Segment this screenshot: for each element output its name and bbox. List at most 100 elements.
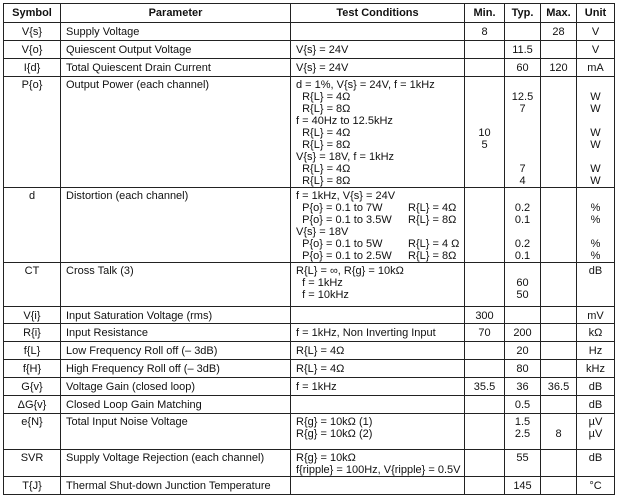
cell-max — [540, 262, 577, 307]
condition-right: R{L} = 8Ω — [408, 214, 457, 226]
min-line — [466, 265, 504, 277]
parameter-line: Low Frequency Roll off (– 3dB) — [66, 345, 218, 357]
symbol-line: V{s} — [21, 26, 43, 38]
table-row: P{o} Output Power (each channel) d = 1%, V… — [3, 76, 615, 188]
typ-line — [506, 226, 540, 238]
cell-symbol: f{L} — [3, 341, 61, 360]
unit-line: dB — [588, 381, 603, 393]
typ-line — [506, 310, 540, 322]
table-row: f{H} High Frequency Roll off (– 3dB) R{L} … — [3, 359, 615, 378]
cell-symbol: d — [3, 187, 61, 263]
cell-unit: µV µV — [576, 413, 615, 450]
conditions-line: R{g} = 10kΩ — [296, 452, 356, 464]
cell-conditions — [290, 306, 465, 324]
symbol-line: R{i} — [23, 327, 41, 339]
condition-left: P{o} = 0.1 to 2.5W — [296, 250, 392, 262]
condition-left: P{o} = 0.1 to 3.5W — [296, 214, 392, 226]
conditions-line: f = 10kHz — [296, 289, 349, 301]
cell-max: 120 — [540, 58, 577, 77]
cell-max — [540, 306, 577, 324]
parameter-line: Output Power (each channel) — [66, 79, 210, 91]
table-row: V{i} Input Saturation Voltage (rms) 300 mV — [3, 306, 615, 324]
cell-min — [464, 58, 505, 77]
conditions-line — [296, 399, 464, 411]
unit-line: W — [590, 163, 601, 175]
parameter-line: Quiescent Output Voltage — [66, 44, 192, 56]
cell-max — [540, 40, 577, 59]
cell-unit: dB — [576, 395, 615, 414]
table-row: V{o} Quiescent Output Voltage V{s} = 24V 11… — [3, 40, 615, 59]
max-line — [542, 79, 576, 91]
conditions-line: f{ripple} = 100Hz, V{ripple} = 0.5V — [296, 464, 461, 476]
cell-max: 28 — [540, 22, 577, 41]
cell-parameter: Thermal Shut-down Junction Temperature — [60, 476, 291, 495]
unit-line: kΩ — [588, 327, 603, 339]
cell-max — [540, 476, 577, 495]
cell-unit: %%%% — [576, 187, 615, 263]
cell-typ — [504, 306, 541, 324]
cell-conditions: R{L} = 4Ω — [290, 359, 465, 378]
cell-conditions: R{g} = 10kΩ (1) R{g} = 10kΩ (2) — [290, 413, 465, 450]
parameter-line: Thermal Shut-down Junction Temperature — [66, 480, 271, 492]
cell-symbol: V{o} — [3, 40, 61, 59]
typ-line: 0.5 — [514, 399, 531, 411]
min-line — [466, 190, 504, 202]
conditions-line: R{L} = 4Ω — [296, 163, 351, 175]
symbol-line: f{H} — [22, 363, 42, 375]
cell-symbol: V{i} — [3, 306, 61, 324]
max-line — [542, 399, 576, 411]
unit-line: °C — [589, 480, 602, 492]
unit-line: W — [590, 103, 601, 115]
cell-symbol: G{v} — [3, 377, 61, 396]
unit-line — [578, 79, 614, 91]
cell-min — [464, 187, 505, 263]
table-row: V{s} Supply Voltage 8 28 V — [3, 22, 615, 41]
header-test-conditions: Test Conditions — [290, 3, 465, 23]
unit-line: mV — [587, 310, 604, 322]
unit-line: Hz — [588, 345, 603, 357]
min-line: 35.5 — [473, 381, 496, 393]
conditions-line: V{s} = 18V, f = 1kHz — [296, 151, 395, 163]
typ-line — [506, 265, 540, 277]
cell-typ: 0.5 — [504, 395, 541, 414]
cell-min — [464, 262, 505, 307]
table-row: T{J} Thermal Shut-down Junction Temperatu… — [3, 476, 615, 495]
cell-symbol: V{s} — [3, 22, 61, 41]
typ-line — [506, 127, 540, 139]
conditions-line: f = 1kHz, Non Inverting Input — [296, 327, 436, 339]
cell-unit: kΩ — [576, 323, 615, 342]
unit-line — [578, 226, 614, 238]
cell-conditions: V{s} = 24V — [290, 58, 465, 77]
unit-line — [578, 115, 614, 127]
max-line: 8 — [555, 428, 562, 440]
cell-unit: dB — [576, 262, 615, 307]
typ-line — [506, 26, 540, 38]
cell-conditions: R{g} = 10kΩ f{ripple} = 100Hz, V{ripple} … — [290, 449, 465, 477]
cell-min — [464, 341, 505, 360]
cell-symbol: P{o} — [3, 76, 61, 188]
max-line — [542, 345, 576, 357]
cell-conditions: R{L} = ∞, R{g} = 10kΩ f = 1kHz f = 10kHz — [290, 262, 465, 307]
cell-conditions: R{L} = 4Ω — [290, 341, 465, 360]
typ-line: 20 — [516, 345, 529, 357]
unit-line: µV — [588, 428, 603, 440]
min-line — [466, 44, 504, 56]
cell-min: 8 — [464, 22, 505, 41]
typ-line: 0.2 — [514, 202, 531, 214]
min-line — [466, 151, 504, 163]
cell-max — [540, 187, 577, 263]
unit-line: W — [590, 175, 601, 187]
conditions-line: R{L} = 4Ω — [296, 127, 351, 139]
cell-max — [540, 395, 577, 414]
cell-min — [464, 413, 505, 450]
symbol-line: G{v} — [21, 381, 43, 393]
cell-parameter: Total Input Noise Voltage — [60, 413, 291, 450]
typ-line: 200 — [513, 327, 532, 339]
conditions-line: d = 1%, V{s} = 24V, f = 1kHz — [296, 79, 435, 91]
conditions-line: R{L} = 4Ω — [296, 91, 351, 103]
cell-min: 35.5 — [464, 377, 505, 396]
header-typ: Typ. — [504, 3, 541, 23]
header-min: Min. — [464, 3, 505, 23]
conditions-line: R{L} = 8Ω — [296, 103, 351, 115]
header-unit: Unit — [576, 3, 615, 23]
